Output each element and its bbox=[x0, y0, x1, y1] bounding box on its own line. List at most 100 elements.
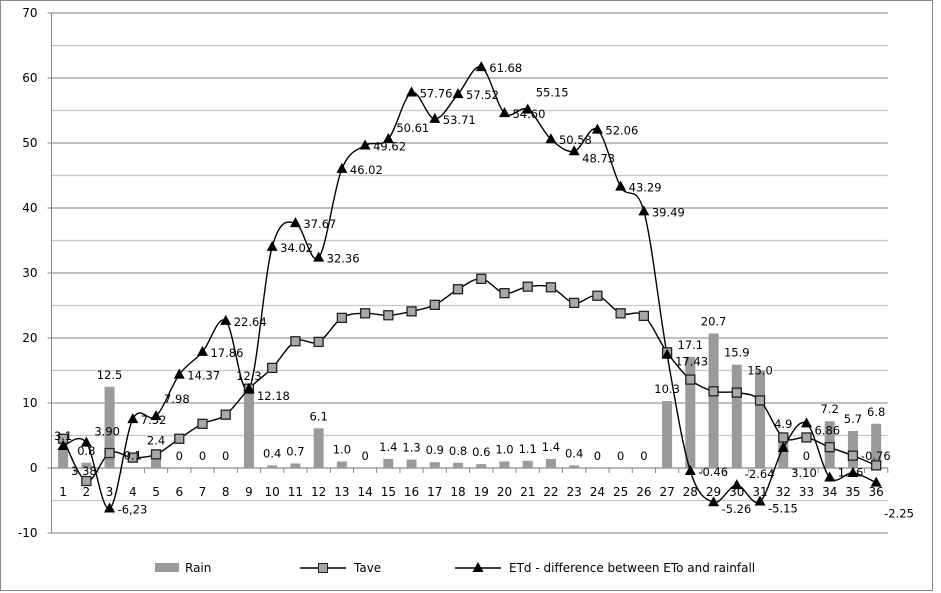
tave-marker bbox=[150, 449, 162, 460]
rain-bar bbox=[708, 333, 719, 468]
rain-data-label: 10.3 bbox=[654, 382, 680, 396]
tave-marker bbox=[220, 409, 231, 420]
rain-data-label: 0 bbox=[617, 449, 624, 463]
rain-bar bbox=[81, 462, 92, 468]
etd-data-label: 46.02 bbox=[350, 163, 383, 177]
rain-data-label: 0.8 bbox=[77, 444, 95, 458]
x-tick-label: 26 bbox=[636, 485, 651, 499]
etd-marker bbox=[429, 112, 441, 123]
x-tick-label: 22 bbox=[543, 485, 558, 499]
etd-data-label: 54.60 bbox=[512, 107, 545, 121]
y-tick-label: 50 bbox=[22, 136, 37, 150]
x-tick-label: 9 bbox=[245, 485, 253, 499]
rain-data-label: 17.1 bbox=[678, 338, 704, 352]
etd-line bbox=[62, 66, 877, 510]
y-tick-label: 20 bbox=[22, 331, 37, 345]
etd-data-label: 50.61 bbox=[396, 121, 429, 135]
rain-data-label: 0.7 bbox=[286, 444, 304, 458]
etd-marker bbox=[359, 139, 371, 150]
x-tick-label: 15 bbox=[381, 485, 396, 499]
rain-bar bbox=[685, 356, 696, 468]
x-tick-label: 32 bbox=[776, 485, 791, 499]
etd-data-label: 53.71 bbox=[443, 113, 476, 127]
rain-data-label: 0 bbox=[594, 449, 601, 463]
tave-marker bbox=[290, 336, 301, 347]
etd-marker bbox=[150, 410, 162, 421]
etd-data-label: -2.64 bbox=[745, 467, 775, 481]
rain-data-label: 0.9 bbox=[426, 443, 444, 457]
etd-marker bbox=[452, 88, 464, 99]
etd-data-label: 17.86 bbox=[210, 346, 243, 360]
tave-marker bbox=[174, 433, 185, 444]
legend-tave-label: Tave bbox=[353, 561, 381, 575]
x-tick-label: 13 bbox=[334, 485, 349, 499]
rain-bar bbox=[383, 458, 394, 468]
etd-marker bbox=[568, 145, 580, 156]
tave-marker bbox=[522, 281, 533, 292]
tave-marker bbox=[197, 418, 208, 429]
rain-data-label: 1.3 bbox=[402, 441, 420, 455]
x-tick-label: 19 bbox=[474, 485, 489, 499]
rain-bar bbox=[58, 447, 69, 468]
etd-data-label: 32.36 bbox=[327, 252, 360, 266]
legend-etd-marker bbox=[472, 562, 484, 572]
etd-data-label: -6,23 bbox=[118, 502, 148, 516]
etd-data-label: 3.90 bbox=[94, 425, 120, 439]
etd-marker bbox=[638, 205, 650, 216]
tave-marker bbox=[569, 297, 580, 309]
rain-data-label: 0.4 bbox=[263, 446, 281, 460]
etd-marker bbox=[475, 61, 487, 72]
rain-bar bbox=[522, 460, 533, 468]
etd-marker bbox=[800, 417, 812, 428]
rain-bar bbox=[151, 452, 162, 468]
rain-data-label: 1.1 bbox=[519, 442, 537, 456]
rain-bar bbox=[569, 465, 580, 468]
etd-marker bbox=[80, 436, 92, 447]
etd-marker bbox=[661, 348, 673, 359]
etd-data-label: -5.15 bbox=[768, 501, 798, 515]
rain-data-label: 15.0 bbox=[747, 364, 773, 378]
tave-marker bbox=[545, 282, 557, 293]
tave-marker bbox=[383, 310, 394, 321]
etd-marker bbox=[243, 382, 255, 393]
etd-marker bbox=[336, 162, 348, 173]
legend-tave-marker bbox=[318, 563, 328, 573]
rain-data-label: 12.5 bbox=[97, 368, 123, 382]
etd-data-label: 17.43 bbox=[675, 355, 708, 369]
x-tick-label: 36 bbox=[869, 485, 884, 499]
etd-marker bbox=[498, 107, 510, 118]
x-tick-label: 11 bbox=[288, 485, 303, 499]
etd-marker bbox=[266, 240, 278, 251]
x-tick-label: 25 bbox=[613, 485, 628, 499]
x-tick-label: 17 bbox=[427, 485, 442, 499]
tave-marker bbox=[406, 306, 417, 317]
etd-marker bbox=[684, 464, 696, 475]
rain-bar bbox=[267, 465, 278, 468]
y-tick-label: 70 bbox=[22, 6, 37, 20]
rain-bar bbox=[778, 436, 789, 468]
tave-marker bbox=[731, 387, 742, 398]
rain-data-label: 6.8 bbox=[867, 405, 885, 419]
rain-bar bbox=[104, 386, 115, 468]
y-tick-label: 30 bbox=[22, 266, 37, 280]
rain-bar bbox=[429, 462, 440, 468]
rain-data-label: 0 bbox=[199, 449, 206, 463]
tave-marker bbox=[313, 336, 324, 348]
tave-marker bbox=[81, 475, 92, 487]
rain-bar bbox=[406, 459, 417, 468]
etd-marker bbox=[731, 479, 743, 490]
etd-data-label: -5.26 bbox=[722, 502, 752, 516]
tave-marker bbox=[824, 442, 835, 453]
etd-data-label: 7.98 bbox=[164, 392, 190, 406]
etd-marker bbox=[777, 441, 789, 452]
tave-line bbox=[62, 278, 877, 482]
rain-data-label: 6.1 bbox=[309, 409, 327, 423]
x-tick-label: 14 bbox=[357, 485, 372, 499]
etd-marker bbox=[591, 123, 603, 134]
x-tick-label: 10 bbox=[265, 485, 280, 499]
x-tick-label: 28 bbox=[683, 485, 698, 499]
x-tick-label: 3 bbox=[106, 485, 114, 499]
rain-data-label: 15.9 bbox=[724, 346, 750, 360]
etd-marker bbox=[104, 502, 116, 513]
rain-bar bbox=[336, 461, 347, 468]
